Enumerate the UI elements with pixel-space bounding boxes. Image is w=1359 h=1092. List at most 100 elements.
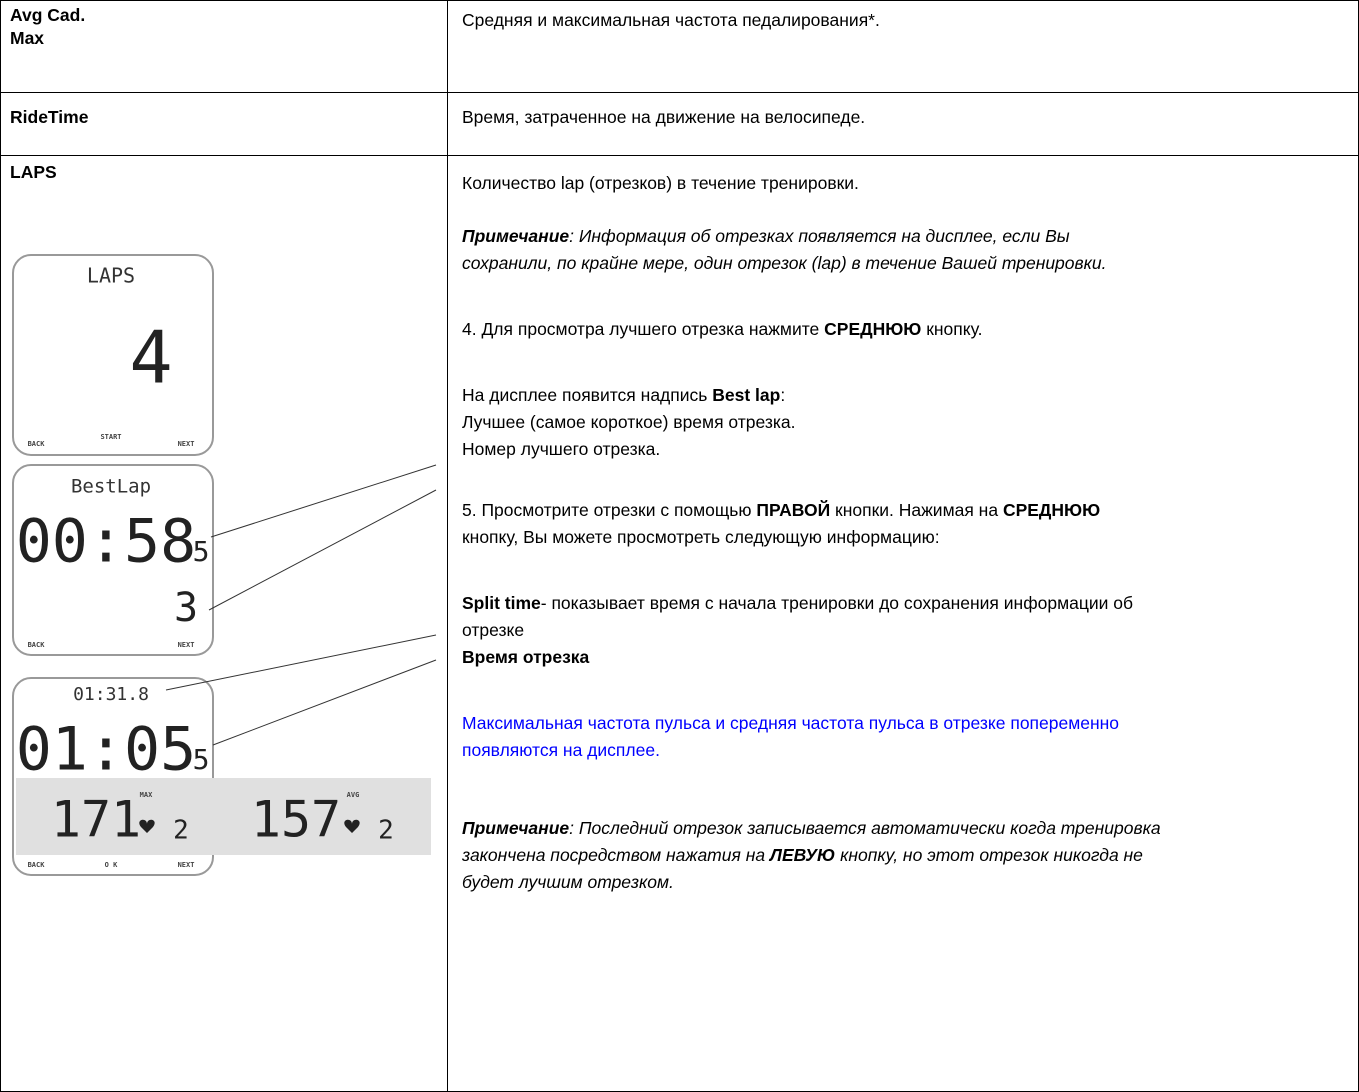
lcd-button: BACK: [28, 440, 46, 448]
bold-text: СРЕДНЮЮ: [824, 319, 922, 339]
text-line: На дисплее появится надпись Best lap:: [462, 382, 1358, 409]
text: Максимальная частота пульса и средняя ча…: [462, 713, 1120, 733]
lcd-title: BestLap: [71, 476, 151, 498]
text-line: 4. Для просмотра лучшего отрезка нажмите…: [462, 316, 1358, 343]
lcd-strip: [16, 778, 431, 855]
header-text: LAPS: [10, 162, 57, 182]
text: На дисплее появится надпись: [462, 385, 713, 405]
paragraph: 5. Просмотрите отрезки с помощью ПРАВОЙ …: [462, 497, 1358, 551]
text-line: появляются на дисплее.: [462, 737, 1358, 764]
header-text: Avg Cad.: [10, 5, 86, 25]
lcd-zone: 2: [173, 816, 189, 846]
bold-text: Best lap: [712, 385, 781, 405]
heart-icon: [139, 819, 155, 833]
text: появляются на дисплее.: [462, 740, 660, 760]
lcd-value: 4: [129, 316, 172, 400]
text: Средняя и максимальная частота педалиров…: [462, 10, 880, 30]
text-line: Номер лучшего отрезка.: [462, 436, 1358, 463]
bold-text: ЛЕВУЮ: [769, 845, 836, 865]
text-line: кнопку, Вы можете просмотреть следующую …: [462, 524, 1358, 551]
text-line: Примечание: Информация об отрезках появл…: [462, 223, 1358, 250]
paragraph: Количество lap (отрезков) в течение трен…: [462, 170, 1358, 197]
paragraph: Примечание: Последний отрезок записывает…: [462, 815, 1358, 896]
lcd-button: BACK: [28, 641, 46, 649]
lcd-value: 01:05: [16, 715, 197, 785]
text: кнопки. Нажимая на: [830, 500, 1003, 520]
text-line: закончена посредством нажатия на ЛЕВУЮ к…: [462, 842, 1358, 869]
text-line: Максимальная частота пульса и средняя ча…: [462, 710, 1358, 737]
callout-line: [212, 659, 437, 746]
paragraph: Время, затраченное на движение на велоси…: [462, 104, 1358, 131]
lcd-decimal: 5: [193, 743, 210, 776]
callout-lines: [165, 464, 437, 746]
lcd-zone: 2: [378, 816, 394, 846]
bold-text: СРЕДНЮЮ: [1002, 500, 1101, 520]
bold-text: Время отрезка: [462, 647, 590, 667]
text: : Информация об отрезках появляется на д…: [569, 226, 1070, 246]
bold-text: Примечание: [462, 818, 570, 838]
lcd-button: BACK: [28, 861, 46, 869]
lcd-screen: [12, 464, 214, 656]
lcd-reading-label: MAX: [140, 791, 153, 799]
bold-text: ПРАВОЙ: [756, 500, 831, 520]
lcd-button: NEXT: [178, 440, 195, 448]
text: :: [780, 385, 786, 405]
text: будет лучшим отрезком.: [462, 872, 674, 892]
text: сохранили, по крайне мере, один отрезок …: [462, 253, 1107, 273]
text: Количество lap (отрезков) в течение трен…: [462, 173, 859, 193]
lcd-reading: 157: [251, 791, 341, 849]
text: Номер лучшего отрезка.: [462, 439, 661, 459]
callout-line: [208, 489, 437, 611]
text-line: сохранили, по крайне мере, один отрезок …: [462, 250, 1358, 277]
lcd-decimal: 5: [193, 535, 210, 568]
display-illustration: LAPS 4 BACK START NEXT BestLap 00:58 5 3…: [12, 254, 437, 876]
header-text: Max: [10, 28, 45, 48]
lcd-screen: [12, 254, 214, 456]
header-text: RideTime: [10, 107, 89, 127]
heart-icon: [344, 819, 360, 833]
text: Время, затраченное на движение на велоси…: [462, 107, 866, 127]
callout-line: [210, 464, 437, 538]
text-line: Количество lap (отрезков) в течение трен…: [462, 170, 1358, 197]
lcd-button: NEXT: [178, 861, 195, 869]
lcd-value: 00:58: [16, 507, 197, 577]
text-line: Время отрезка: [462, 644, 1358, 671]
text-line: Примечание: Последний отрезок записывает…: [462, 815, 1358, 842]
paragraph: На дисплее появится надпись Best lap: Луч…: [462, 382, 1358, 463]
row-body: Средняя и максимальная частота педалиров…: [447, 0, 1359, 93]
row-header: RideTime: [0, 92, 448, 156]
paragraph: 4. Для просмотра лучшего отрезка нажмите…: [462, 316, 1358, 343]
text-line: Лучшее (самое короткое) время отрезка.: [462, 409, 1358, 436]
text: : Последний отрезок записывается автомат…: [569, 818, 1161, 838]
text: 5. Просмотрите отрезки с помощью: [462, 500, 757, 520]
paragraph: Средняя и максимальная частота педалиров…: [462, 7, 1358, 34]
lcd-reading: 171: [51, 791, 141, 849]
text-line: отрезке: [462, 617, 1358, 644]
row-header: Avg Cad. Max: [0, 0, 448, 93]
text: - показывает время с начала тренировки д…: [540, 593, 1134, 613]
bold-text: Split time: [462, 593, 541, 613]
lcd-title: 01:31.8: [73, 684, 149, 705]
text-line: Время, затраченное на движение на велоси…: [462, 104, 1358, 131]
text: кнопку.: [921, 319, 983, 339]
lcd-button: NEXT: [178, 641, 195, 649]
bold-text: Примечание: [462, 226, 570, 246]
text: кнопку, но этот отрезок никогда не: [835, 845, 1143, 865]
row-body: Количество lap (отрезков) в течение трен…: [447, 155, 1359, 1092]
text: отрезке: [462, 620, 525, 640]
text: закончена посредством нажатия на: [462, 845, 770, 865]
lcd-button: O K: [105, 861, 118, 869]
callout-line: [165, 634, 437, 691]
text-line: будет лучшим отрезком.: [462, 869, 1358, 896]
row-body: Время, затраченное на движение на велоси…: [447, 92, 1359, 156]
text: 4. Для просмотра лучшего отрезка нажмите: [462, 319, 825, 339]
paragraph: Примечание: Информация об отрезках появл…: [462, 223, 1358, 277]
paragraph: Split time- показывает время с начала тр…: [462, 590, 1358, 671]
paragraph: Максимальная частота пульса и средняя ча…: [462, 710, 1358, 764]
lcd-reading-label: AVG: [347, 791, 360, 799]
lcd-button: START: [100, 433, 121, 441]
text-line: 5. Просмотрите отрезки с помощью ПРАВОЙ …: [462, 497, 1358, 524]
lcd-lap: 3: [174, 585, 198, 631]
text-line: Средняя и максимальная частота педалиров…: [462, 7, 1358, 34]
